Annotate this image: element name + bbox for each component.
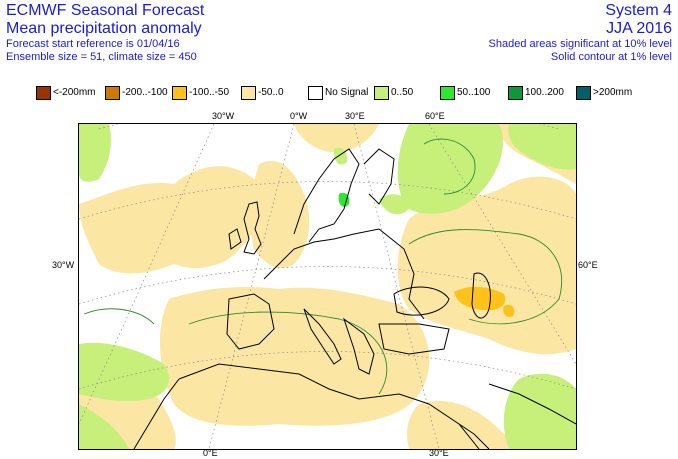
lon-label-30e-top: 30°E — [345, 111, 365, 121]
legend-label: -200..-100 — [122, 87, 168, 98]
map-canvas — [79, 124, 576, 449]
coast-caspian — [471, 272, 491, 319]
coast-finland — [363, 148, 395, 205]
dry-moderate-areas — [454, 286, 515, 317]
meridian-0 — [208, 124, 295, 449]
wet-area-atlantic-north — [79, 124, 111, 182]
wet-area-north-east — [508, 124, 576, 170]
dry-area-south-east — [407, 400, 519, 449]
legend-swatch — [172, 86, 187, 100]
coast-turkey — [378, 323, 450, 355]
wet-area-southeast — [503, 373, 576, 449]
contour-mediterranean — [188, 311, 388, 395]
wet-light-areas — [79, 124, 576, 449]
legend-swatch — [508, 86, 523, 100]
dry-moderate-caspian — [454, 286, 506, 311]
legend-item-100-50: -100..-50 — [172, 86, 229, 100]
legend-label: 100..200 — [525, 87, 564, 98]
meridian-30w — [79, 124, 215, 425]
contour-east — [408, 229, 563, 325]
season-label: JJA 2016 — [606, 20, 672, 37]
precipitation-anomaly-map — [78, 123, 577, 450]
coast-europe-mainland — [263, 228, 425, 320]
lat-label-right: 60°E — [578, 260, 598, 270]
lat-label-left: 30°W — [52, 260, 75, 270]
legend-item-gt-200: >200mm — [576, 86, 632, 100]
significance-contour-note: Solid contour at 1% level — [550, 51, 672, 63]
dry-area-mediterranean — [159, 287, 430, 426]
legend-item-lt-200: <-200mm — [36, 86, 96, 100]
wet-area-atlantic-south — [79, 342, 169, 402]
legend-item-no-signal: No Signal — [308, 86, 368, 100]
coast-scandinavia — [293, 148, 360, 243]
contour-north — [423, 138, 476, 195]
map-subtitle: Mean precipitation anomaly — [6, 20, 202, 37]
coastlines — [133, 148, 576, 449]
forecast-start-reference: Forecast start reference is 01/04/16 — [6, 38, 180, 50]
coast-balkans — [343, 317, 375, 375]
coast-arabia — [488, 383, 576, 425]
lon-label-0-top: 0°W — [290, 111, 308, 121]
coast-north-africa — [178, 363, 480, 449]
wet-area-russia-north — [397, 124, 503, 214]
significance-shaded-note: Shaded areas significant at 10% level — [488, 38, 672, 50]
legend-label: >200mm — [593, 87, 633, 98]
lon-label-60e-top: 60°E — [425, 111, 445, 121]
meridian-30e — [353, 124, 440, 449]
wet-moderate-scandinavia — [338, 192, 350, 207]
header-left: ECMWF Seasonal Forecast Mean precipitati… — [6, 2, 204, 64]
lon-label-30e-bottom: 30°E — [429, 448, 449, 458]
significance-contours — [83, 138, 563, 395]
contour-atlantic — [83, 308, 155, 325]
legend-label: 0..50 — [391, 87, 414, 98]
coast-red-sea — [458, 423, 490, 449]
legend-swatch — [36, 86, 51, 100]
legend-item-0-50: 0..50 — [374, 86, 413, 100]
legend-item-100-200: 100..200 — [508, 86, 564, 100]
dry-area-east — [397, 176, 576, 355]
dry-area-britain-north-sea — [250, 160, 310, 269]
coast-black-sea — [393, 286, 450, 316]
legend-swatch — [105, 86, 120, 100]
legend-label: No Signal — [325, 87, 369, 98]
dry-moderate-caspian-south — [503, 304, 515, 317]
dry-area-scandinavia-edge — [294, 124, 379, 153]
legend-swatch — [576, 86, 591, 100]
legend-swatch — [374, 86, 389, 100]
ensemble-size: Ensemble size = 51, climate size = 450 — [6, 51, 197, 63]
wet-area-northern-africa-west — [79, 404, 129, 449]
legend-label: 50..100 — [457, 87, 491, 98]
legend-label: <-200mm — [53, 87, 96, 98]
legend-item-200-100: -200..-100 — [105, 86, 168, 100]
lon-label-30w-top: 30°W — [212, 111, 235, 121]
legend-label: -100..-50 — [189, 87, 230, 98]
legend-swatch — [440, 86, 455, 100]
coast-ireland — [228, 228, 242, 250]
meridian-60e — [428, 124, 576, 365]
dry-light-areas — [79, 124, 576, 449]
wet-moderate-areas — [338, 192, 350, 207]
coast-britain — [243, 201, 262, 255]
legend-item-50-100: 50..100 — [440, 86, 490, 100]
coast-italy — [303, 308, 342, 365]
legend-label: -50..0 — [258, 87, 284, 98]
system-label: System 4 — [605, 2, 672, 19]
graticule — [79, 124, 576, 449]
map-title: ECMWF Seasonal Forecast — [6, 2, 205, 19]
dry-area-northwest — [79, 166, 259, 274]
legend-item-50-0: -50..0 — [241, 86, 284, 100]
coast-africa-atlantic — [133, 378, 180, 449]
wet-area-baltic-patch — [379, 194, 409, 215]
lon-label-0-bottom: 0°E — [203, 448, 218, 458]
coast-iberia — [226, 293, 275, 350]
legend-swatch — [308, 86, 323, 100]
header-right: System 4 JJA 2016 Shaded areas significa… — [489, 2, 672, 64]
legend-swatch — [241, 86, 256, 100]
